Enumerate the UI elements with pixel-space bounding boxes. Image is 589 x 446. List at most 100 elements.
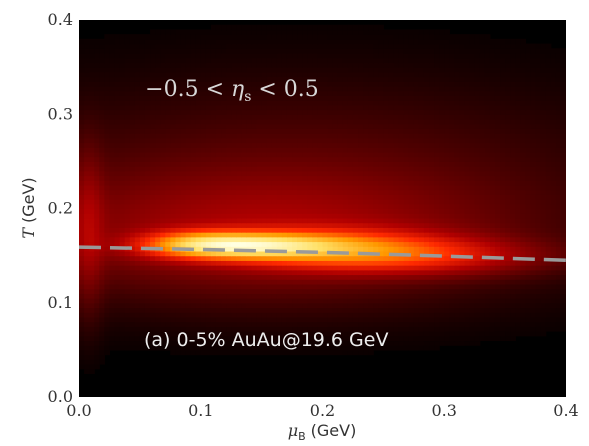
heatmap-cell bbox=[444, 246, 450, 252]
heatmap-cell bbox=[195, 208, 202, 214]
heatmap-cell bbox=[368, 104, 374, 111]
heatmap-cell bbox=[429, 269, 435, 276]
heatmap-cell bbox=[114, 166, 121, 172]
heatmap-cell bbox=[281, 194, 288, 200]
heatmap-cell bbox=[352, 232, 359, 238]
heatmap-cell bbox=[226, 217, 232, 224]
heatmap-cell bbox=[520, 189, 527, 195]
heatmap-cell bbox=[459, 151, 466, 158]
heatmap-cell bbox=[190, 349, 197, 356]
heatmap-cell bbox=[256, 128, 263, 134]
heatmap-cell bbox=[200, 312, 207, 318]
heatmap-cell bbox=[215, 265, 222, 271]
heatmap-cell bbox=[505, 326, 511, 332]
heatmap-cell bbox=[423, 298, 430, 304]
heatmap-cell bbox=[200, 213, 207, 219]
heatmap-cell bbox=[393, 302, 400, 309]
heatmap-cell bbox=[327, 345, 334, 351]
heatmap-cell bbox=[383, 331, 390, 337]
heatmap-cell bbox=[251, 118, 258, 125]
heatmap-cell bbox=[444, 335, 450, 342]
heatmap-cell bbox=[236, 316, 242, 323]
heatmap-cell bbox=[180, 298, 187, 304]
heatmap-cell bbox=[418, 208, 425, 214]
heatmap-cell bbox=[94, 288, 100, 294]
heatmap-cell bbox=[322, 321, 329, 327]
heatmap-cell bbox=[155, 274, 161, 280]
heatmap-cell bbox=[383, 335, 390, 342]
heatmap-cell bbox=[129, 161, 136, 167]
heatmap-cell bbox=[520, 236, 527, 243]
heatmap-cell bbox=[342, 283, 349, 290]
heatmap-cell bbox=[358, 321, 364, 327]
heatmap-cell bbox=[358, 302, 364, 309]
heatmap-cell bbox=[358, 260, 364, 266]
heatmap-cell bbox=[403, 151, 410, 158]
heatmap-cell bbox=[215, 128, 222, 134]
heatmap-cell bbox=[494, 326, 501, 332]
heatmap-cell bbox=[393, 232, 400, 238]
heatmap-cell bbox=[215, 142, 222, 148]
heatmap-cell bbox=[555, 227, 562, 233]
heatmap-cell bbox=[342, 128, 349, 134]
heatmap-cell bbox=[550, 241, 557, 247]
heatmap-cell bbox=[535, 316, 542, 323]
heatmap-cell bbox=[403, 156, 410, 162]
heatmap-cell bbox=[297, 222, 303, 228]
heatmap-cell bbox=[373, 335, 379, 342]
heatmap-cell bbox=[464, 288, 471, 294]
heatmap-cell bbox=[297, 123, 303, 129]
heatmap-cell bbox=[297, 283, 303, 290]
heatmap-cell bbox=[560, 217, 566, 224]
heatmap-cell bbox=[170, 128, 176, 134]
heatmap-cell bbox=[104, 331, 111, 337]
heatmap-cell bbox=[515, 236, 521, 243]
heatmap-cell bbox=[429, 203, 435, 210]
heatmap-cell bbox=[469, 203, 476, 210]
heatmap-cell bbox=[423, 227, 430, 233]
heatmap-cell bbox=[109, 250, 116, 257]
heatmap-cell bbox=[378, 316, 384, 323]
heatmap-cell bbox=[408, 118, 415, 125]
heatmap-cell bbox=[525, 109, 532, 115]
heatmap-cell bbox=[545, 274, 552, 280]
heatmap-cell bbox=[525, 274, 532, 280]
heatmap-cell bbox=[79, 166, 85, 172]
heatmap-cell bbox=[144, 321, 151, 327]
heatmap-cell bbox=[500, 236, 506, 243]
heatmap-cell bbox=[175, 128, 182, 134]
heatmap-cell bbox=[236, 151, 242, 158]
heatmap-cell bbox=[144, 302, 151, 309]
heatmap-cell bbox=[155, 194, 161, 200]
heatmap-cell bbox=[134, 227, 141, 233]
heatmap-cell bbox=[261, 246, 268, 252]
heatmap-cell bbox=[271, 236, 278, 243]
heatmap-cell bbox=[175, 147, 182, 153]
heatmap-cell bbox=[215, 236, 222, 243]
heatmap-cell bbox=[165, 307, 171, 313]
heatmap-cell bbox=[464, 156, 471, 162]
heatmap-cell bbox=[545, 123, 552, 129]
heatmap-cell bbox=[337, 340, 344, 346]
heatmap-cell bbox=[352, 128, 359, 134]
heatmap-cell bbox=[373, 241, 379, 247]
heatmap-cell bbox=[322, 147, 329, 153]
heatmap-cell bbox=[500, 203, 506, 210]
heatmap-cell bbox=[144, 227, 151, 233]
heatmap-cell bbox=[94, 151, 100, 158]
heatmap-cell bbox=[560, 180, 566, 186]
heatmap-cell bbox=[139, 208, 146, 214]
heatmap-cell bbox=[540, 118, 547, 125]
heatmap-cell bbox=[352, 255, 359, 261]
heatmap-cell bbox=[423, 161, 430, 167]
heatmap-cell bbox=[317, 331, 324, 337]
heatmap-cell bbox=[530, 184, 537, 191]
heatmap-cell bbox=[276, 288, 283, 294]
heatmap-cell bbox=[469, 265, 476, 271]
heatmap-cell bbox=[89, 142, 95, 148]
heatmap-cell bbox=[444, 170, 450, 177]
heatmap-cell bbox=[185, 293, 192, 299]
heatmap-cell bbox=[185, 161, 192, 167]
heatmap-cell bbox=[292, 227, 298, 233]
heatmap-cell bbox=[423, 156, 430, 162]
